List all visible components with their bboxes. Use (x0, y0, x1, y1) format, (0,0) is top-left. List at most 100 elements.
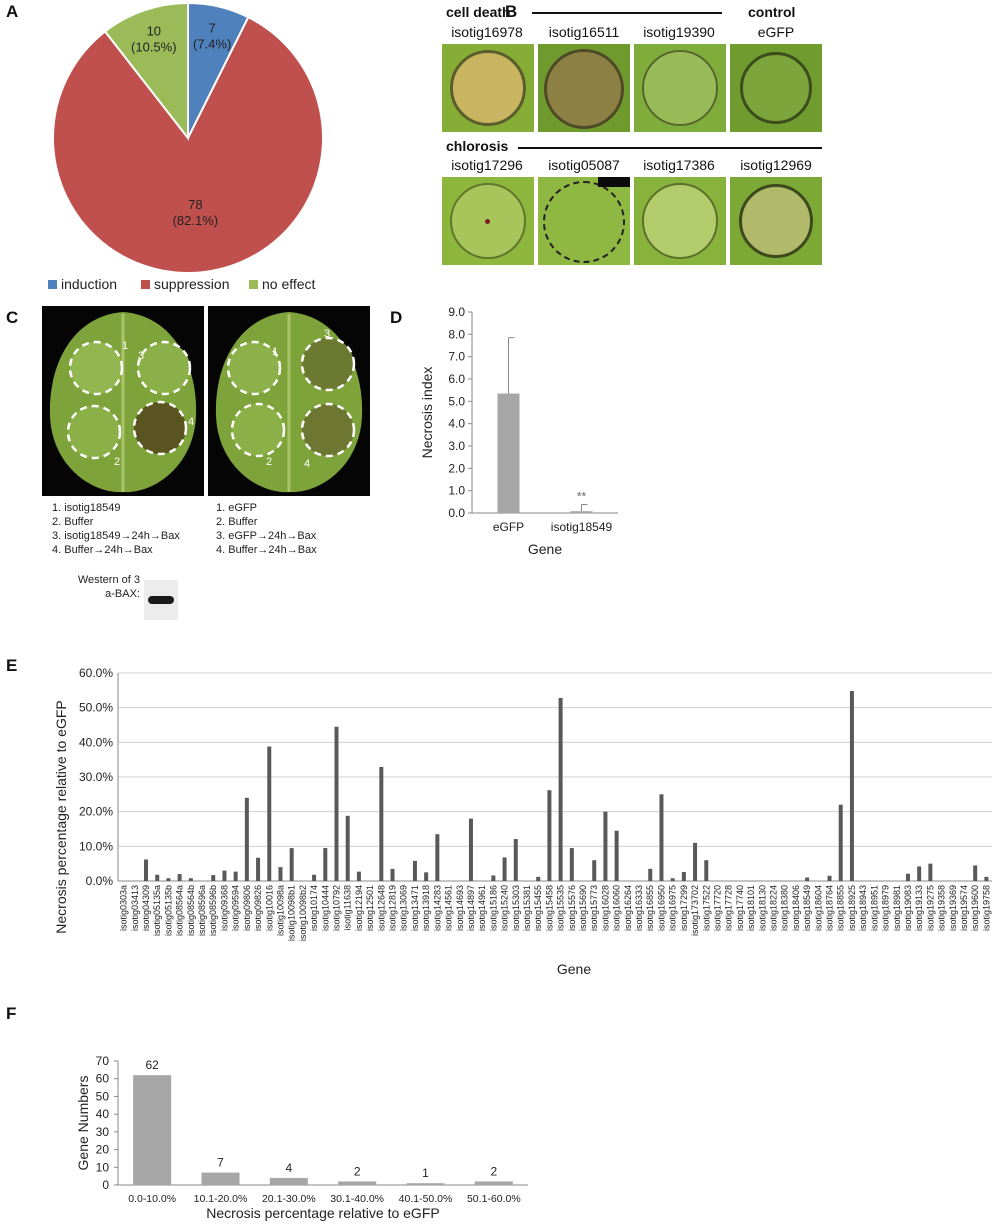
d-y-tick-label: 6.0 (448, 372, 465, 386)
e-x-tick-label: isotig13069 (399, 885, 409, 931)
e-x-tick-label: isotig12648 (376, 885, 386, 931)
d-y-tick-label: 0.0 (448, 506, 465, 520)
bar-chart-d: 0.0 1.0 2.0 3.0 4.0 5.0 6.0 7.0 8.0 9.0 Necrosis i… (419, 305, 618, 557)
d-y-tick-label: 4.0 (448, 417, 465, 431)
e-bar-isotig04309 (144, 859, 149, 881)
f-y-tick-label: 40 (96, 1107, 110, 1121)
photo-label-b1: isotig16978 (451, 24, 523, 40)
caption-right-3: 3. eGFP→24h→Bax (216, 530, 317, 542)
d-y-tick-label: 2.0 (448, 461, 465, 475)
photo-label-b5: isotig17296 (451, 157, 523, 173)
e-x-tick-label: isotig19133 (914, 885, 924, 931)
e-x-tick-label: isotig17720 (712, 885, 722, 931)
e-x-tick-label: isotig19574 (959, 885, 969, 931)
bar-chart-e: 0.0% 10.0% 20.0% 30.0% 40.0% 50.0% 60.0% Necros… (53, 666, 992, 977)
legend-swatch-no-effect (249, 279, 258, 289)
leaf-photo-c-left: 1 3 2 4 (42, 306, 204, 496)
f-bar-40.1-50.0% (406, 1183, 445, 1185)
e-x-tick-label: isotig19600 (970, 885, 980, 931)
spot-number-left-3: 3 (138, 350, 145, 362)
e-bar-isotig18925 (849, 691, 854, 881)
f-data-label: 2 (354, 1164, 361, 1178)
e-x-tick-label: isotig10016 (264, 885, 274, 931)
e-bar-isotig173702 (693, 842, 698, 881)
leaf-drawing-right (215, 312, 363, 493)
e-bar-isotig16950 (659, 794, 664, 881)
e-x-tick-label: isotig15773 (589, 885, 599, 931)
legend-item-suppression: suppression (141, 276, 230, 292)
caption-left-4: 4. Buffer→24h→Bax (52, 544, 153, 556)
e-x-tick-label: isotig12501 (365, 885, 375, 931)
cell-death-heading: cell death (446, 4, 511, 20)
e-bar-isotig15240 (502, 857, 507, 881)
leaf-image-isotig17296 (442, 177, 534, 265)
f-y-axis-title: Gene Numbers (75, 1076, 91, 1171)
f-y-tick-label: 30 (96, 1125, 110, 1139)
leaf-photo-c-right: 1 3 2 4 (208, 306, 370, 496)
d-y-tick-label: 5.0 (448, 394, 465, 408)
legend-item-induction: induction (48, 276, 117, 292)
e-x-tick-label: isotig18130 (757, 885, 767, 931)
e-x-tick-label: isotig18981 (892, 885, 902, 931)
e-x-tick-label: isotig18943 (858, 885, 868, 931)
photo-label-b2: isotig16511 (548, 24, 620, 40)
panel-label-f: F (6, 1004, 17, 1023)
e-bar-isotig19133 (917, 866, 922, 881)
panel-label-c: C (6, 308, 19, 327)
d-y-axis-title: Necrosis index (419, 367, 435, 459)
e-x-tick-label: isotig15576 (567, 885, 577, 931)
f-bar-20.1-30.0% (269, 1177, 308, 1185)
e-x-tick-label: isotig13918 (421, 885, 431, 931)
panel-label-a: A (6, 2, 19, 21)
f-y-tick-label: 10 (96, 1160, 110, 1174)
e-x-tick-label: isotig14897 (466, 885, 476, 931)
e-x-tick-label: isotig09806 (242, 885, 252, 931)
e-x-tick-label: isotig08564a (175, 885, 185, 936)
e-x-tick-label: isotig19275 (925, 885, 935, 931)
e-x-tick-label: isotig18925 (847, 885, 857, 931)
e-x-tick-label: isotig10098a (275, 885, 285, 936)
e-x-tick-label: isotig14961 (477, 885, 487, 931)
e-x-tick-label: isotig10444 (320, 885, 330, 931)
d-y-tick-label: 9.0 (448, 305, 465, 319)
e-x-tick-label: isotig03413 (130, 885, 140, 931)
spot-number-left-2: 2 (114, 456, 121, 468)
e-x-tick-label: isotig17522 (701, 885, 711, 931)
pie-percent-label-2: (10.5%) (131, 39, 177, 54)
e-bar-isotig12819 (390, 868, 395, 881)
western-blot-image (144, 580, 178, 620)
e-x-tick-label: isotig19758 (981, 885, 991, 931)
e-x-tick-label: isotig16264 (623, 885, 633, 931)
spot-number-right-3: 3 (324, 328, 331, 340)
e-y-tick-label: 60.0% (79, 666, 113, 680)
f-data-label: 1 (422, 1166, 429, 1180)
e-bar-isotig15303 (513, 839, 518, 881)
caption-left-1: 1. isotig18549 (52, 502, 121, 514)
e-x-tick-label: isotig15303 (511, 885, 521, 931)
e-x-tick-label: isotig19358 (937, 885, 947, 931)
leaf-image-isotig17386 (634, 177, 726, 265)
e-x-tick-label: isotig08564b (186, 885, 196, 936)
e-bar-isotig09806 (244, 797, 249, 881)
photo-label-b4: eGFP (757, 24, 795, 40)
e-x-tick-label: isotig18855 (836, 885, 846, 931)
e-bar-isotig10444 (323, 848, 328, 881)
e-bar-isotig08596b (211, 875, 216, 881)
e-bar-isotig18764 (827, 875, 832, 881)
f-bar-50.1-60.0% (474, 1181, 513, 1185)
e-x-tick-label: isotig08596a (197, 885, 207, 936)
e-x-tick-label: isotig17740 (735, 885, 745, 931)
f-data-label: 62 (145, 1058, 159, 1072)
d-y-tick-label: 8.0 (448, 327, 465, 341)
e-bar-isotig19275 (928, 863, 933, 881)
e-bar-isotig15458 (547, 790, 552, 881)
f-data-label: 7 (217, 1156, 224, 1170)
d-x-tick-label: isotig18549 (551, 520, 613, 534)
e-y-axis-title: Necrosis percentage relative to eGFP (53, 700, 69, 933)
e-x-tick-label: isotig12194 (354, 885, 364, 931)
legend-label-no-effect: no effect (262, 276, 316, 292)
e-bar-isotig15186 (491, 875, 496, 881)
e-x-tick-label: isotig10098b2 (298, 885, 308, 941)
spot-number-right-4: 4 (304, 458, 311, 470)
f-x-tick-label: 10.1-20.0% (194, 1193, 248, 1205)
